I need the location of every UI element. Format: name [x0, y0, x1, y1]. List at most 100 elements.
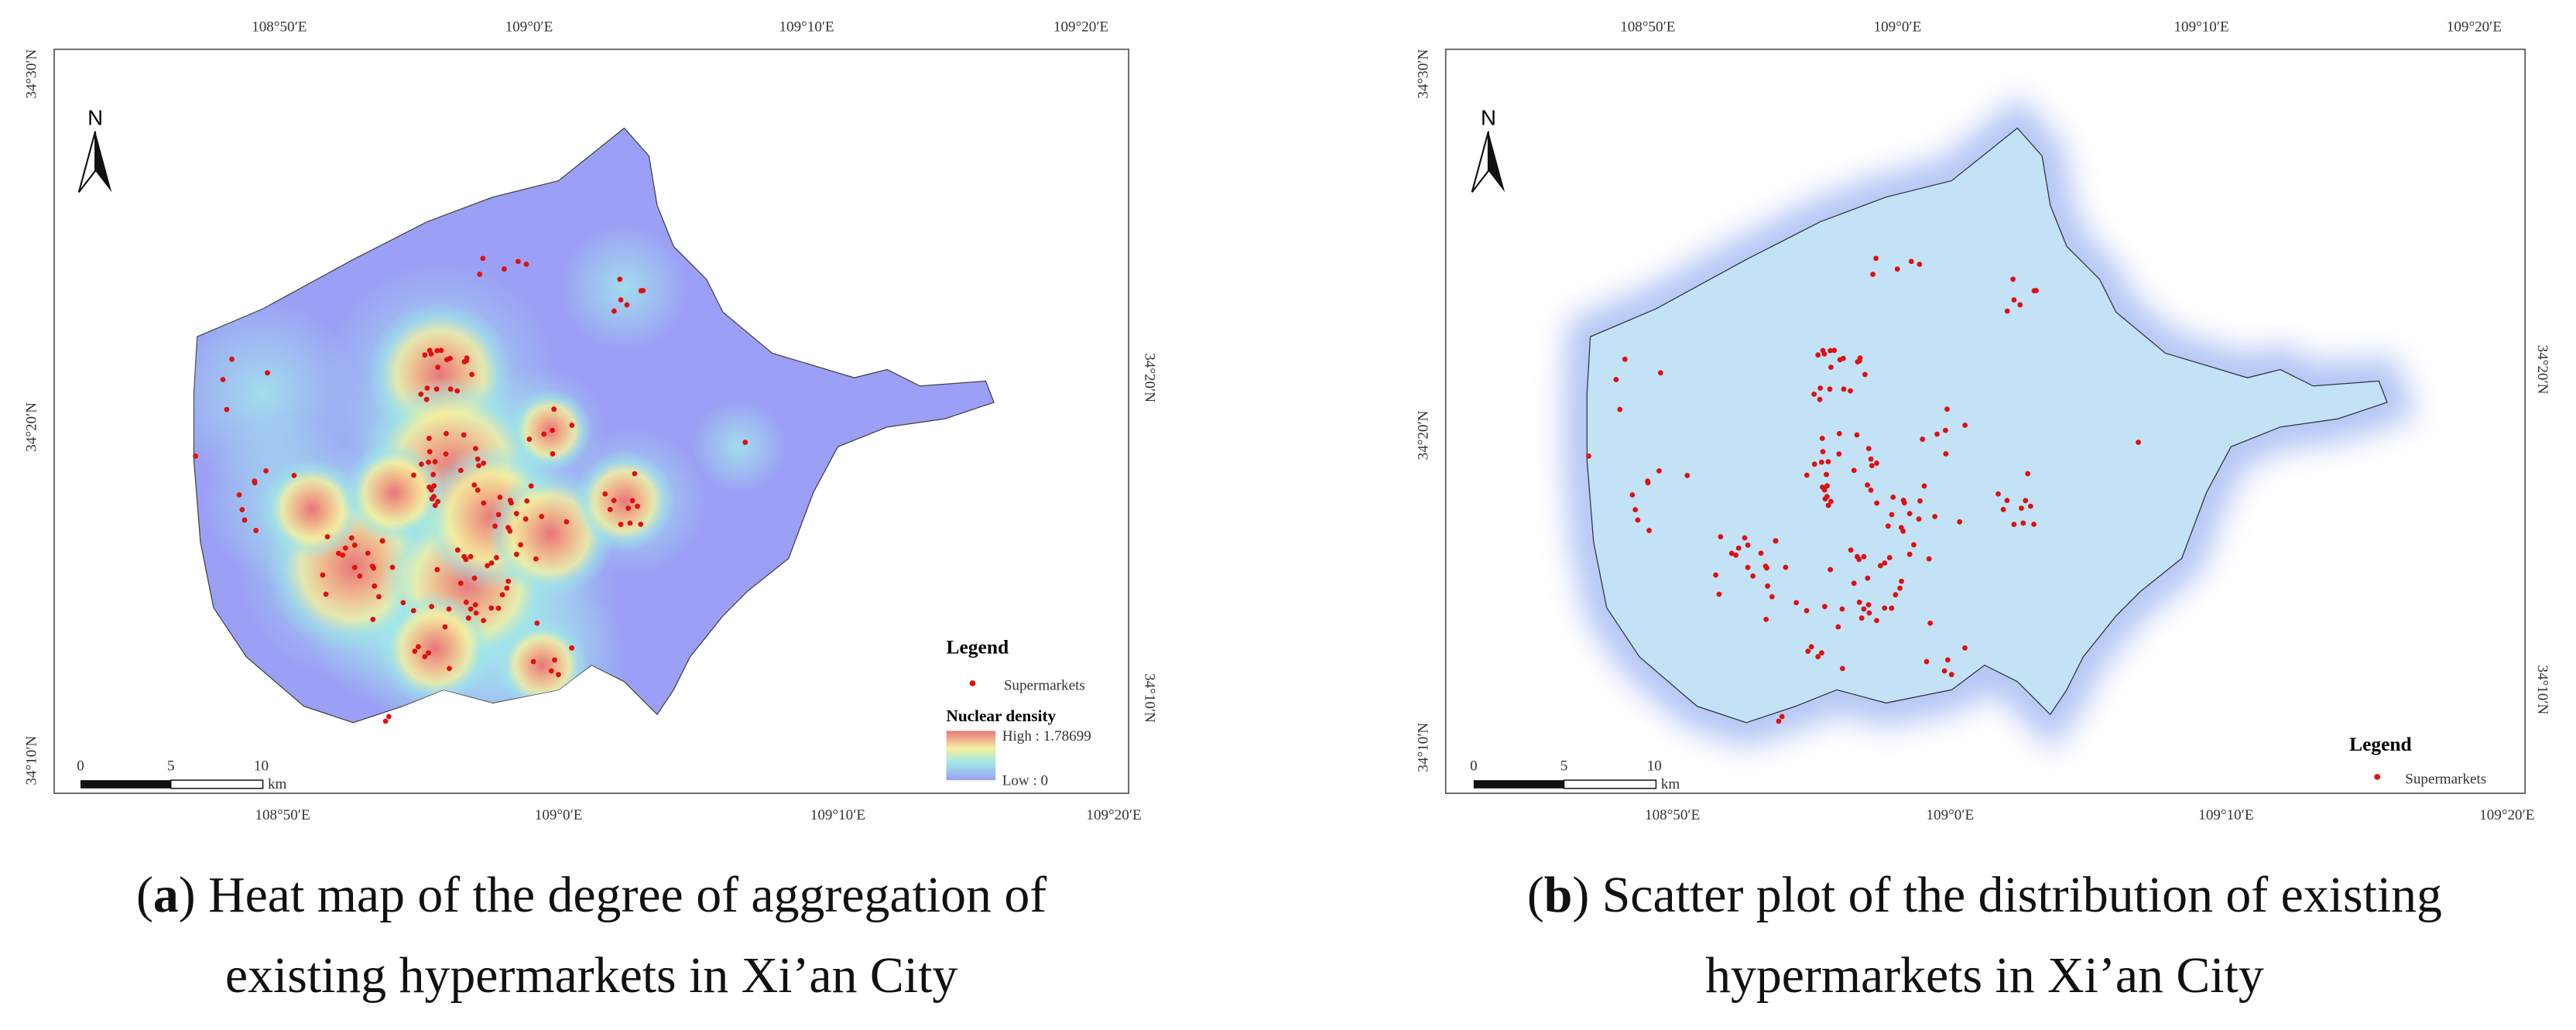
supermarket-point	[447, 386, 454, 392]
supermarket-point	[1824, 483, 1830, 489]
supermarket-point	[357, 573, 363, 579]
supermarket-point	[541, 431, 547, 437]
supermarket-point	[1851, 467, 1857, 474]
supermarket-point	[742, 440, 748, 445]
supermarket-point	[476, 463, 481, 469]
supermarket-point	[533, 556, 539, 562]
supermarket-point	[1877, 563, 1883, 569]
supermarket-point	[471, 575, 478, 581]
supermarket-point	[426, 436, 432, 441]
scale-unit: km	[268, 776, 287, 792]
supermarket-point	[627, 520, 633, 526]
supermarket-point	[1862, 371, 1868, 378]
legend-subtitle: Nuclear density	[947, 707, 1057, 725]
supermarket-point	[1831, 347, 1838, 354]
supermarket-point	[1848, 388, 1853, 394]
supermarket-point	[2011, 297, 2017, 303]
supermarket-point	[1882, 560, 1888, 566]
supermarket-point	[422, 352, 428, 358]
supermarket-point	[1934, 431, 1940, 437]
supermarket-point	[1769, 594, 1775, 600]
lat-label: 34°10′N	[2534, 666, 2550, 715]
supermarket-point	[1828, 364, 1834, 370]
supermarket-point	[435, 498, 441, 505]
supermarket-point	[1804, 472, 1810, 478]
supermarket-point	[1811, 461, 1817, 467]
supermarket-point	[438, 347, 444, 354]
supermarket-point	[1635, 517, 1641, 523]
supermarket-point	[1808, 644, 1814, 650]
supermarket-point	[1718, 534, 1724, 540]
supermarket-point	[1944, 406, 1950, 412]
supermarket-point	[447, 355, 453, 361]
lat-label: 34°20′N	[2534, 345, 2550, 395]
supermarket-point	[1927, 620, 1934, 626]
supermarket-point	[465, 615, 471, 621]
supermarket-point	[435, 364, 441, 370]
supermarket-point	[1865, 575, 1871, 581]
supermarket-point	[1851, 580, 1857, 587]
scale-label: 0	[1470, 758, 1478, 774]
supermarket-point	[415, 644, 421, 650]
lon-label: 109°20′E	[2447, 19, 2502, 35]
supermarket-point	[1900, 529, 1906, 534]
supermarket-point	[446, 606, 452, 612]
supermarket-point	[1586, 453, 1591, 459]
supermarket-point	[426, 449, 433, 455]
supermarket-point	[457, 580, 464, 587]
supermarket-point	[461, 359, 468, 364]
supermarket-point	[618, 522, 624, 528]
supermarket-point	[1613, 377, 1619, 382]
supermarket-point	[1821, 351, 1828, 357]
caption: (a) Heat map of the degree of aggregatio…	[136, 867, 1046, 923]
supermarket-point	[1865, 446, 1872, 452]
scale-bar	[80, 780, 171, 789]
scale-bar	[170, 779, 264, 789]
scale-label: 5	[167, 758, 175, 774]
north-arrow	[1488, 131, 1506, 193]
supermarket-point	[1632, 507, 1639, 512]
supermarket-point	[1858, 615, 1865, 621]
supermarket-point	[1657, 370, 1663, 376]
panel-b: N 0 5 10 km Legend Supermarkets (b) Scat…	[1415, 19, 2550, 1004]
supermarket-point	[348, 535, 355, 541]
supermarket-point	[432, 502, 438, 508]
supermarket-point	[426, 459, 431, 465]
supermarket-point	[229, 356, 235, 362]
supermarket-point	[497, 494, 503, 500]
supermarket-point	[2025, 471, 2031, 477]
supermarket-point	[569, 423, 575, 428]
supermarket-point	[1836, 451, 1842, 457]
supermarket-point	[1886, 555, 1893, 560]
supermarket-point	[523, 262, 529, 267]
supermarket-point	[534, 620, 540, 626]
supermarket-point	[1817, 385, 1824, 391]
supermarket-point	[1745, 564, 1751, 570]
panel-a: N 0 5 10 km Legend Supermarkets Nuclear …	[24, 19, 1158, 1004]
supermarket-point	[505, 578, 512, 584]
supermarket-point	[1629, 492, 1636, 498]
supermarket-point	[220, 377, 226, 382]
supermarket-point	[528, 483, 534, 489]
supermarket-point	[1822, 604, 1828, 610]
lon-label: 109°10′E	[810, 807, 865, 823]
supermarket-point	[1617, 406, 1623, 412]
supermarket-point	[617, 276, 623, 282]
supermarket-point	[1818, 459, 1824, 465]
supermarket-point	[488, 560, 495, 566]
supermarket-point	[530, 659, 536, 665]
supermarket-point	[2023, 498, 2029, 504]
supermarket-point	[1944, 657, 1951, 663]
supermarket-point	[1882, 605, 1888, 611]
legend-low: Low : 0	[1002, 773, 1048, 789]
supermarket-point	[471, 482, 478, 488]
supermarket-point	[242, 517, 248, 523]
supermarket-point	[291, 473, 297, 478]
supermarket-point	[1745, 542, 1751, 548]
supermarket-point	[551, 406, 557, 412]
legend-symbol	[2374, 774, 2381, 780]
supermarket-point	[526, 436, 533, 442]
supermarket-point	[372, 583, 378, 589]
supermarket-point	[2000, 506, 2006, 512]
lat-label: 34°20′N	[24, 402, 40, 452]
